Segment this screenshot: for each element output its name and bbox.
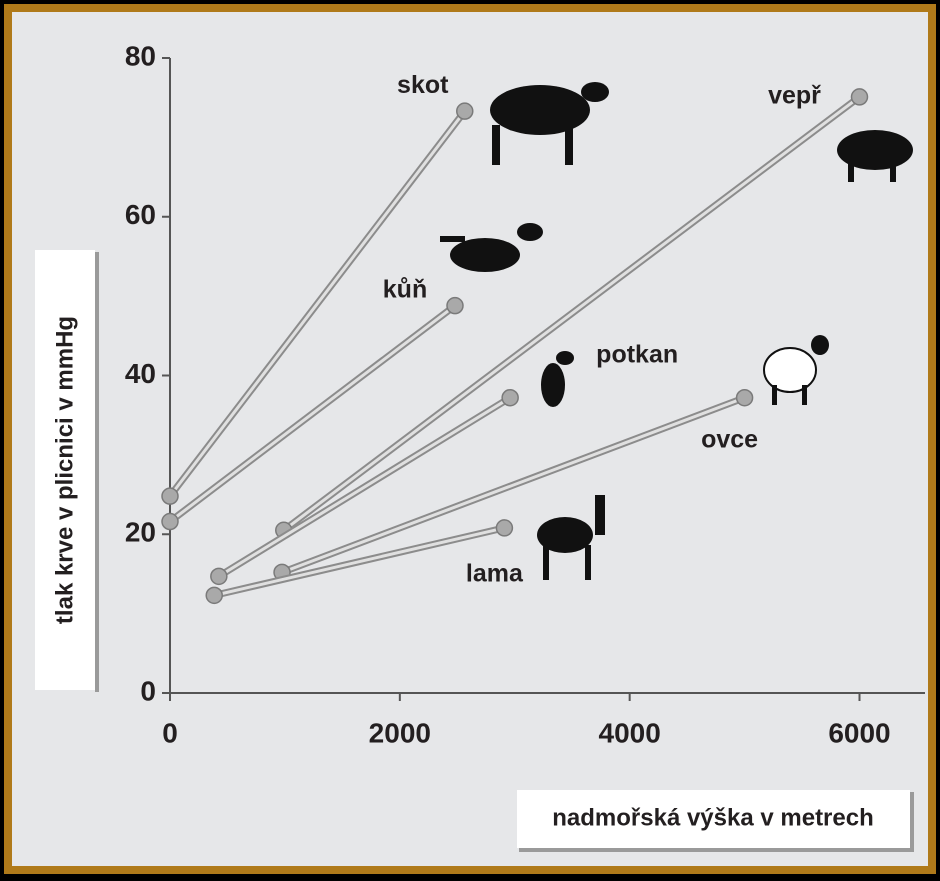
series-label: ovce	[701, 425, 758, 453]
series-label: lama	[466, 560, 524, 588]
point	[162, 488, 178, 504]
x-axis-label: nadmořská výška v metrech	[552, 804, 874, 831]
y-axis-label: tlak krve v plicnici v mmHg	[51, 316, 78, 624]
series-label: vepř	[768, 82, 821, 110]
x-tick-label: 2000	[369, 717, 431, 748]
series-label: skot	[397, 71, 449, 99]
chart: tlak krve v plicnici v mmHg nadmořská vý…	[0, 0, 940, 876]
point	[206, 587, 222, 603]
point	[211, 568, 227, 584]
frame	[8, 8, 932, 870]
point	[502, 390, 518, 406]
page: {"chart_data": {"type": "line", "x_label…	[0, 0, 940, 876]
series-label: kůň	[383, 275, 427, 303]
x-tick-label: 0	[162, 717, 178, 748]
y-tick-label: 40	[125, 358, 156, 389]
point	[457, 103, 473, 119]
point	[162, 514, 178, 530]
point	[851, 89, 867, 105]
y-tick-label: 0	[140, 675, 156, 706]
point	[496, 520, 512, 536]
y-tick-label: 80	[125, 40, 156, 71]
point	[447, 298, 463, 314]
series-label: potkan	[596, 340, 678, 368]
y-tick-label: 20	[125, 517, 156, 548]
x-tick-label: 6000	[828, 717, 890, 748]
point	[737, 390, 753, 406]
x-tick-label: 4000	[599, 717, 661, 748]
y-tick-label: 60	[125, 199, 156, 230]
